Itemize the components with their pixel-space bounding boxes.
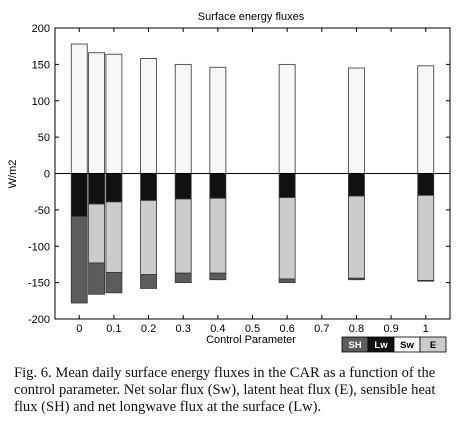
x-tick-label: 0.6 (280, 323, 295, 335)
bar-sh (88, 262, 105, 295)
bar-sh (209, 272, 227, 281)
bar-sh (174, 272, 192, 284)
y-tick-label: -150 (28, 278, 50, 290)
legend: SH Lw Sw E (341, 336, 447, 353)
bar-lw (88, 173, 105, 205)
bar-sw (209, 66, 227, 174)
bar-e (209, 197, 227, 274)
legend-label-e: E (430, 340, 436, 351)
bar-e (105, 201, 123, 273)
bar-sh (70, 216, 88, 304)
bar-sw (70, 43, 88, 174)
bar-sh (140, 274, 157, 289)
x-tick-label: 0.7 (314, 323, 329, 335)
bar-lw (70, 173, 88, 217)
bar-e (348, 195, 365, 279)
bar-e (174, 198, 192, 274)
bar-e (417, 194, 435, 281)
bar-e (278, 197, 296, 280)
x-tick-label: 0.1 (106, 323, 121, 335)
legend-label-lw: Lw (374, 340, 388, 351)
bar-sw (417, 65, 435, 174)
bar-e (88, 203, 105, 264)
y-tick-label: -100 (28, 241, 50, 253)
y-tick-label: 150 (32, 59, 50, 71)
x-tick-label: 0 (76, 323, 82, 335)
bar-sh (105, 272, 123, 294)
y-tick-label: 200 (32, 23, 50, 35)
legend-label-sw: Sw (400, 340, 414, 351)
bar-lw (174, 173, 192, 200)
bar-lw (417, 173, 435, 196)
y-tick-label: 0 (44, 169, 50, 181)
bar-sw (88, 52, 105, 174)
y-tick-label: -200 (28, 314, 50, 326)
y-tick-label: 50 (38, 132, 50, 144)
y-axis-label: W/m2 (7, 160, 19, 189)
bar-sw (174, 63, 192, 174)
legend-swatch-e (419, 336, 447, 353)
x-tick-label: 0.9 (383, 323, 398, 335)
y-tick-label: -50 (34, 205, 50, 217)
bar-sw (348, 67, 365, 174)
bar-sw (140, 58, 157, 174)
x-tick-label: 0.2 (141, 323, 156, 335)
bar-lw (209, 173, 227, 199)
x-tick-label: 0.3 (176, 323, 191, 335)
figure-caption: Fig. 6. Mean daily surface energy fluxes… (14, 365, 436, 415)
y-tick-label: 100 (32, 96, 50, 108)
bar-lw (105, 173, 123, 203)
plot-area: 200 150 100 50 0 -50 -100 -150 -200 0 0.1 0.2 0.3 0.4… (28, 23, 451, 335)
bar-sh (278, 278, 296, 284)
x-axis-label: Control Parameter (206, 334, 296, 346)
x-tick-label: 0.8 (349, 323, 364, 335)
bar-sh (348, 277, 365, 281)
x-tick-label: 0.4 (210, 323, 225, 335)
chart: Surface energy fluxes W/m2 Control Param… (7, 11, 451, 353)
bar-sw (278, 63, 296, 174)
x-tick-label: 0.5 (245, 323, 260, 335)
bar-lw (140, 173, 157, 201)
bar-e (140, 200, 157, 276)
chart-title: Surface energy fluxes (198, 11, 305, 23)
bar-lw (278, 173, 296, 198)
bar-sh (417, 280, 435, 282)
x-tick-label: 1 (423, 323, 429, 335)
bar-lw (348, 173, 365, 197)
legend-label-sh: SH (348, 340, 361, 351)
bar-sw (105, 53, 123, 174)
